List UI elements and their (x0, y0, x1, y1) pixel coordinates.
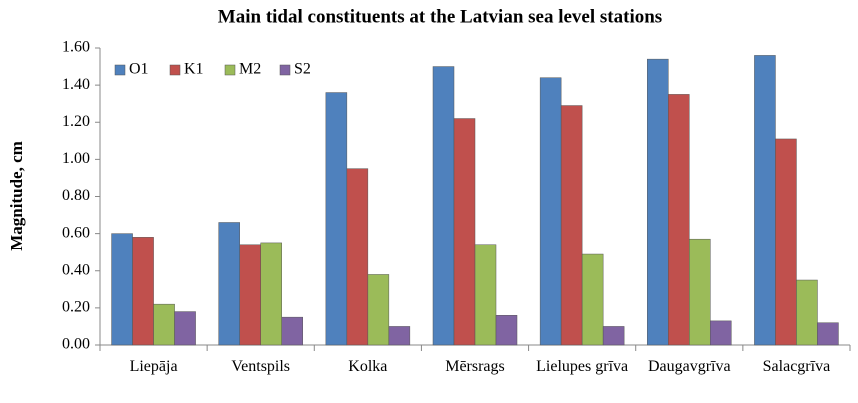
bar (474, 244, 497, 346)
legend-swatch (114, 64, 126, 76)
bar (260, 242, 282, 346)
bar (817, 322, 839, 346)
x-tick-label: Daugavgrīva (647, 358, 731, 375)
bar (367, 274, 390, 346)
bar (539, 77, 562, 346)
bar (174, 311, 196, 346)
x-tick-label: Lielupes grīva (536, 358, 629, 375)
legend-label: M2 (239, 61, 261, 78)
bar (325, 92, 348, 346)
bar (560, 105, 583, 346)
y-tick-label: 0.80 (62, 187, 90, 204)
bar (689, 238, 711, 346)
bar (388, 326, 411, 346)
legend-label: S2 (294, 61, 311, 78)
y-tick-label: 0.40 (62, 261, 90, 278)
y-tick-label: 1.60 (62, 39, 90, 56)
bar (218, 222, 240, 346)
bar (495, 315, 518, 346)
legend-swatch (279, 64, 291, 76)
y-tick-label: 0.20 (62, 299, 90, 316)
bar (132, 237, 154, 346)
bar (647, 58, 669, 346)
y-tick-label: 1.00 (62, 150, 90, 167)
bar (453, 118, 476, 346)
bar (346, 168, 369, 346)
y-tick-label: 1.40 (62, 76, 90, 93)
bar (754, 55, 776, 346)
x-tick-label: Mērsrags (445, 358, 505, 375)
bar (602, 326, 625, 346)
bar (111, 233, 133, 346)
bar (668, 94, 690, 346)
legend-swatch (169, 64, 181, 76)
y-tick-label: 0.60 (62, 224, 90, 241)
legend-swatch (224, 64, 236, 76)
x-tick-label: Kolka (348, 358, 388, 375)
bar (239, 244, 261, 346)
x-tick-label: Salacgrīva (762, 358, 831, 375)
bar (432, 66, 455, 346)
bar (153, 303, 175, 346)
y-tick-label: 1.20 (62, 113, 90, 130)
chart-title: Main tidal constituents at the Latvian s… (218, 6, 662, 27)
x-tick-label: Ventspils (231, 358, 291, 375)
bar (796, 279, 818, 346)
bar (581, 253, 604, 346)
bar (775, 138, 797, 346)
bar (710, 320, 732, 346)
legend-label: K1 (184, 61, 204, 78)
y-axis-label: Magnitude, cm (7, 141, 26, 251)
x-tick-label: Liepāja (129, 358, 178, 375)
legend-label: O1 (129, 61, 149, 78)
y-tick-label: 0.00 (62, 336, 90, 353)
bar (281, 316, 303, 346)
